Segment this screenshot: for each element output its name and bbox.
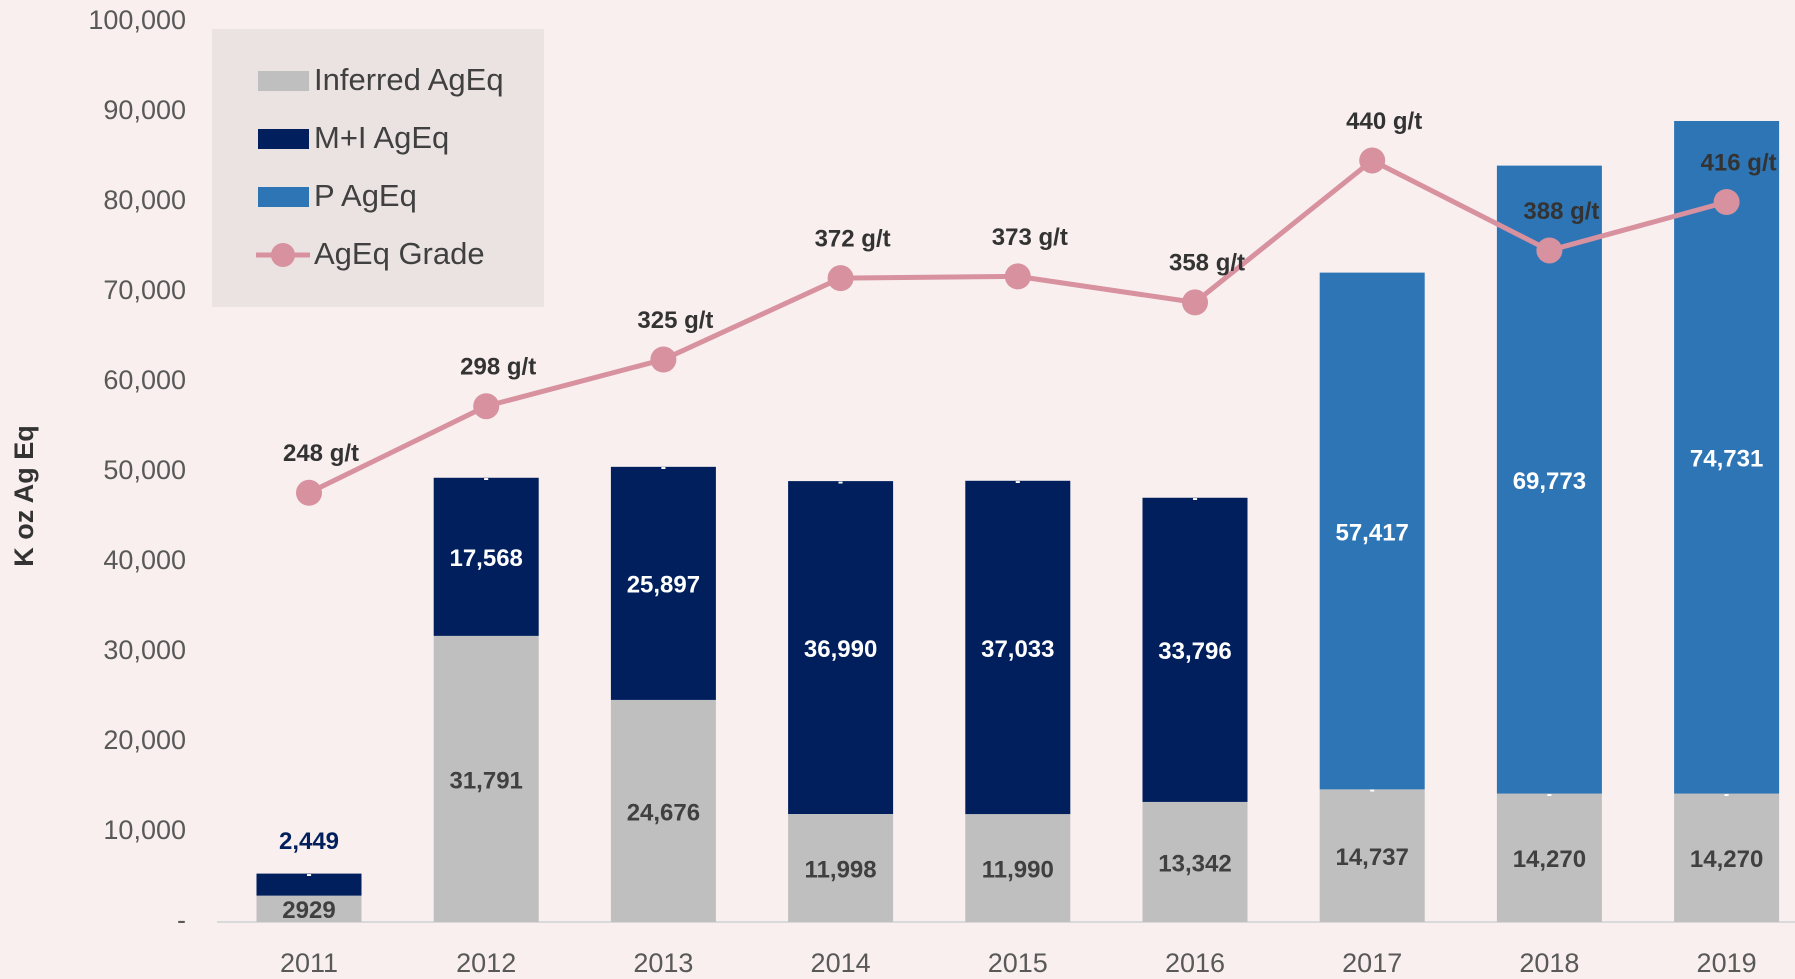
x-tick-label: 2014 xyxy=(811,948,871,978)
legend-label: AgEq Grade xyxy=(314,236,485,271)
value-label: 57,417 xyxy=(1335,519,1408,546)
y-tick-label: 20,000 xyxy=(103,725,186,755)
value-label: 14,737 xyxy=(1335,844,1408,871)
x-tick-label: 2013 xyxy=(633,948,693,978)
grade-point xyxy=(473,393,500,420)
bar-segment xyxy=(1319,789,1425,922)
bar-segment xyxy=(433,635,539,922)
legend-label: M+I AgEq xyxy=(314,120,449,155)
y-tick-label: 70,000 xyxy=(103,275,186,305)
bar-segment xyxy=(1674,120,1780,794)
value-label: 11,990 xyxy=(982,856,1054,883)
value-label: - xyxy=(1547,786,1552,803)
grade-point xyxy=(1004,263,1031,290)
grade-point xyxy=(827,265,854,292)
value-label: 74,731 xyxy=(1690,446,1763,473)
value-label: 11,998 xyxy=(805,856,877,883)
grade-label: 298 g/t xyxy=(460,354,536,381)
value-label: - xyxy=(838,473,843,490)
bar-segment xyxy=(1319,272,1425,790)
value-label: 2929 xyxy=(282,897,335,924)
grade-point xyxy=(1359,147,1386,174)
value-label: - xyxy=(1370,782,1375,799)
bar-segment xyxy=(788,481,894,815)
grade-label: 248 g/t xyxy=(283,440,359,467)
bar-segment xyxy=(433,477,539,636)
bar-segment xyxy=(1496,793,1602,922)
y-tick-label: 90,000 xyxy=(103,95,186,125)
legend-swatch xyxy=(271,243,295,267)
y-tick-label: 30,000 xyxy=(103,635,186,665)
bar-segment xyxy=(1674,793,1780,922)
y-axis-title: K oz Ag Eq xyxy=(9,425,39,567)
value-label: 2,449 xyxy=(279,828,339,855)
value-label: 69,773 xyxy=(1513,468,1586,495)
bar-segment xyxy=(1142,497,1248,802)
bar-segment xyxy=(1142,801,1248,922)
value-label: 24,676 xyxy=(627,799,700,826)
x-tick-label: 2012 xyxy=(456,948,516,978)
grade-label: 358 g/t xyxy=(1169,250,1245,277)
value-label: 17,568 xyxy=(449,545,522,572)
grade-point xyxy=(650,346,677,373)
y-tick-label: 40,000 xyxy=(103,545,186,575)
grade-point xyxy=(1536,237,1563,264)
grade-label: 373 g/t xyxy=(992,224,1068,251)
y-tick-label: 50,000 xyxy=(103,455,186,485)
bar-segment xyxy=(610,699,716,922)
value-label: 33,796 xyxy=(1158,638,1231,665)
value-label: - xyxy=(1724,786,1729,803)
value-label: - xyxy=(484,470,489,487)
x-tick-label: 2019 xyxy=(1697,948,1757,978)
bar-segment xyxy=(256,873,362,896)
x-tick-label: 2015 xyxy=(988,948,1048,978)
grade-point xyxy=(296,479,322,506)
x-tick-label: 2018 xyxy=(1519,948,1579,978)
legend-label: P AgEq xyxy=(314,178,417,213)
bar-segment xyxy=(965,480,1071,815)
value-label: - xyxy=(306,866,311,883)
value-label: 14,270 xyxy=(1513,846,1586,873)
value-label: 13,342 xyxy=(1158,850,1231,877)
value-label: - xyxy=(1015,473,1020,490)
value-label: 36,990 xyxy=(804,636,877,663)
grade-label: 388 g/t xyxy=(1523,198,1599,225)
x-tick-label: 2016 xyxy=(1165,948,1225,978)
bar-segment xyxy=(610,466,716,700)
value-label: 14,270 xyxy=(1690,846,1763,873)
legend-swatch xyxy=(258,129,309,149)
bar-segment xyxy=(1496,165,1602,794)
value-label: 37,033 xyxy=(981,636,1054,663)
grade-label: 325 g/t xyxy=(637,307,713,334)
legend-swatch xyxy=(258,187,309,207)
y-tick-label: 10,000 xyxy=(103,815,186,845)
value-label: 31,791 xyxy=(449,767,522,794)
x-tick-label: 2011 xyxy=(280,948,338,978)
legend-label: Inferred AgEq xyxy=(314,62,504,97)
grade-label: 416 g/t xyxy=(1701,149,1777,176)
y-tick-label: - xyxy=(177,905,186,935)
x-tick-label: 2017 xyxy=(1342,948,1402,978)
y-tick-label: 80,000 xyxy=(103,185,186,215)
value-label: - xyxy=(1192,490,1197,507)
grade-label: 372 g/t xyxy=(815,225,891,252)
grade-label: 440 g/t xyxy=(1346,108,1422,135)
bar-segment xyxy=(965,814,1071,922)
grade-point xyxy=(1713,189,1740,215)
bar-segment xyxy=(256,895,362,922)
value-label: - xyxy=(661,459,666,476)
y-tick-label: 60,000 xyxy=(103,365,186,395)
grade-point xyxy=(1182,289,1208,316)
y-tick-label: 100,000 xyxy=(88,5,186,35)
value-label: 25,897 xyxy=(627,572,700,599)
legend-swatch xyxy=(258,71,309,91)
bar-segment xyxy=(788,814,894,922)
